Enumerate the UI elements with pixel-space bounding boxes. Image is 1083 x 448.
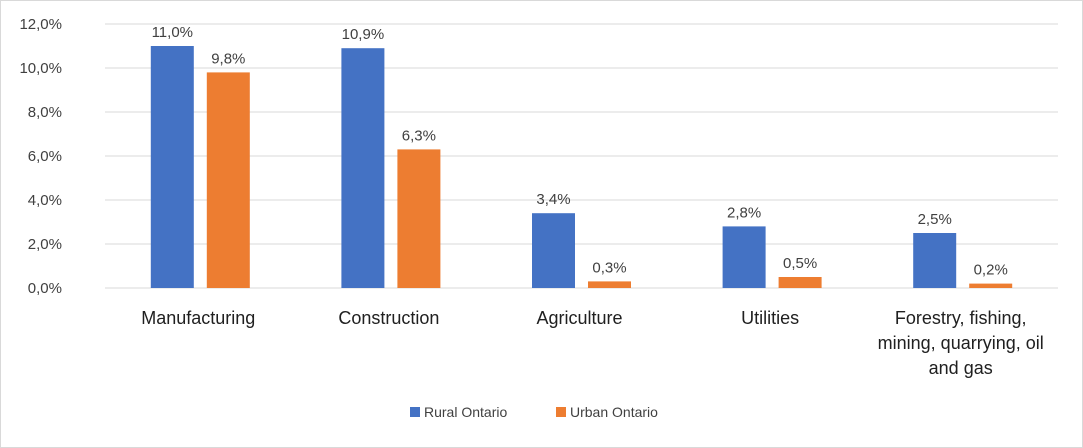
data-label: 9,8% — [211, 50, 245, 67]
y-tick-label: 2,0% — [28, 236, 62, 253]
bar-urban — [206, 72, 250, 289]
x-category-label: Construction — [338, 308, 439, 328]
legend-label: Rural Ontario — [424, 404, 507, 420]
x-category-label: Forestry, fishing, — [895, 308, 1027, 328]
y-tick-label: 0,0% — [28, 280, 62, 297]
bar-urban — [969, 283, 1013, 288]
x-category-label: Agriculture — [536, 308, 622, 328]
bar-rural — [150, 46, 194, 288]
bar-rural — [913, 233, 957, 288]
legend-label: Urban Ontario — [570, 404, 658, 420]
data-label: 10,9% — [342, 26, 385, 43]
data-label: 6,3% — [402, 127, 436, 144]
legend-swatch — [410, 407, 420, 417]
data-label: 2,8% — [727, 204, 761, 221]
bar-rural — [722, 226, 766, 288]
data-label: 0,2% — [974, 262, 1008, 279]
y-tick-label: 10,0% — [19, 60, 62, 77]
data-label: 0,3% — [592, 259, 626, 276]
bar-urban — [588, 281, 631, 288]
x-category-label: Manufacturing — [141, 308, 255, 328]
data-label: 3,4% — [536, 191, 570, 208]
bar-rural — [532, 213, 575, 288]
y-tick-label: 8,0% — [28, 104, 62, 121]
x-category-label: mining, quarrying, oil — [878, 333, 1044, 353]
x-category-label: Utilities — [741, 308, 799, 328]
y-tick-label: 6,0% — [28, 148, 62, 165]
y-tick-label: 4,0% — [28, 192, 62, 209]
data-label: 2,5% — [918, 211, 952, 228]
legend-swatch — [556, 407, 566, 417]
y-tick-label: 12,0% — [19, 16, 62, 33]
x-category-label: and gas — [929, 358, 993, 378]
data-label: 0,5% — [783, 255, 817, 272]
bar-urban — [778, 277, 822, 288]
data-label: 11,0% — [152, 24, 193, 41]
bar-rural — [341, 48, 385, 289]
bar-urban — [397, 149, 441, 288]
